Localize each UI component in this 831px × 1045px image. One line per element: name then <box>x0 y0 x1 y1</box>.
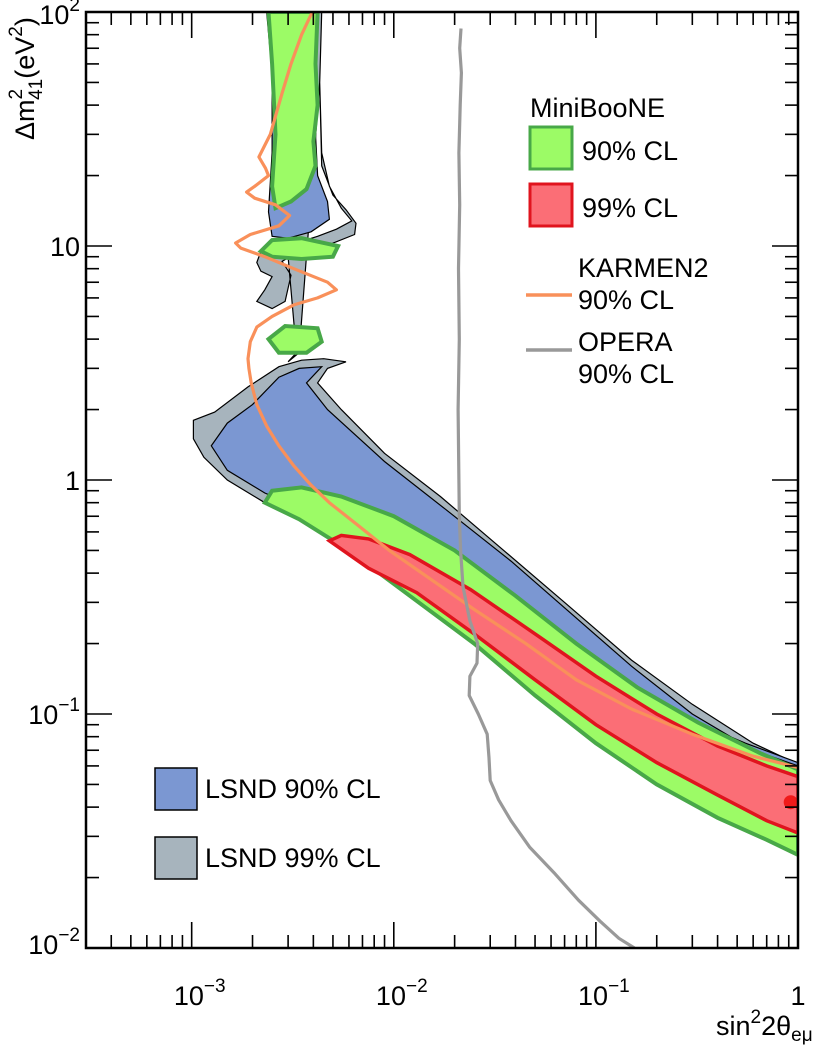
x-tick-label: 1 <box>790 981 805 1011</box>
miniboone90-island-2 <box>265 323 325 355</box>
legend-swatch-mb99 <box>528 182 574 228</box>
x-tick-label: 10−3 <box>174 976 226 1011</box>
miniboone99-main-region <box>325 533 798 835</box>
y-tick-label: 1 <box>65 466 80 496</box>
best-fit-point <box>783 795 798 810</box>
y-tick-label: 10−2 <box>28 925 80 960</box>
y-tick-label: 10 <box>50 232 80 262</box>
y-tick-label: 102 <box>39 0 80 30</box>
y-tick-label: 10−1 <box>28 695 80 730</box>
legend-label-mb90: 90% CL <box>582 136 678 166</box>
legend-label-mb99: 99% CL <box>582 193 678 223</box>
legend-label-lsnd90: LSND 90% CL <box>205 774 381 804</box>
karmen2-curve <box>234 12 798 770</box>
legend-label-opera-1: OPERA <box>578 327 673 357</box>
legend-miniboone: MiniBooNE 90% CL 99% CL KARMEN2 90% CL O… <box>526 93 709 389</box>
legend-label-lsnd99: LSND 99% CL <box>205 843 381 873</box>
axis-tick-labels: 10−3 10−2 10−1 1 10−2 10−1 1 10 102 <box>28 0 805 1011</box>
legend-swatch-lsnd99 <box>154 836 198 880</box>
confidence-regions <box>192 12 798 858</box>
y-axis-title: Δm241(eV2) <box>6 17 47 140</box>
x-axis-title: sin22θeμ <box>716 1007 813 1045</box>
legend-label-karmen-2: 90% CL <box>578 285 674 315</box>
x-tick-label: 10−1 <box>578 976 630 1011</box>
legend-swatch-mb90 <box>528 125 574 171</box>
miniboone90-island-1 <box>257 236 342 262</box>
best-fit-markers <box>783 795 798 810</box>
legend-swatch-lsnd90 <box>154 767 198 811</box>
legend-group-title: MiniBooNE <box>530 93 665 123</box>
legend-label-karmen-1: KARMEN2 <box>578 253 709 283</box>
legend-label-opera-2: 90% CL <box>578 359 674 389</box>
miniboone90-upper-region <box>266 12 320 212</box>
exclusion-curves <box>234 12 798 948</box>
lsnd90-main-region <box>210 365 798 767</box>
opera-curve <box>456 28 636 948</box>
legend-lsnd: LSND 90% CL LSND 99% CL <box>154 767 381 880</box>
x-tick-label: 10−2 <box>376 976 428 1011</box>
axis-ticks <box>85 11 799 949</box>
